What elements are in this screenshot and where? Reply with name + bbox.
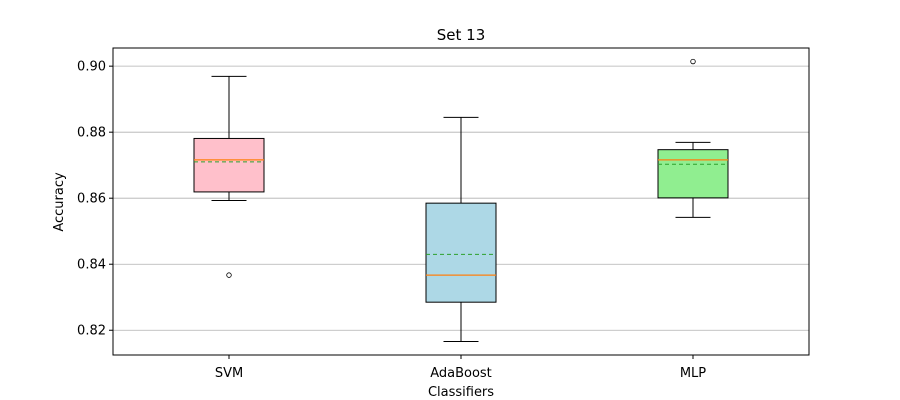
outlier-point	[226, 272, 232, 278]
box-adaboost	[425, 116, 497, 342]
y-axis: 0.82 0.84 0.86 0.88 0.90	[77, 60, 113, 339]
box-iqr	[657, 149, 729, 199]
x-tick-label: MLP	[680, 366, 706, 381]
box-svm	[193, 75, 265, 278]
box-mlp	[657, 58, 729, 218]
y-tick-label: 0.90	[77, 60, 106, 75]
x-axis-label: Classifiers	[428, 385, 494, 400]
chart-title: Set 13	[437, 26, 486, 44]
outlier-point	[690, 58, 696, 65]
x-tick-label: AdaBoost	[430, 366, 492, 381]
y-tick-label: 0.82	[77, 324, 106, 339]
x-tick-label: SVM	[215, 366, 243, 381]
y-tick-label: 0.86	[77, 192, 106, 207]
y-tick-label: 0.88	[77, 126, 106, 141]
box-iqr	[425, 202, 497, 303]
y-axis-label: Accuracy	[52, 172, 67, 232]
y-tick-label: 0.84	[77, 258, 106, 273]
x-axis: SVM AdaBoost MLP	[215, 355, 706, 381]
boxes	[193, 58, 729, 342]
box-iqr	[193, 137, 265, 193]
